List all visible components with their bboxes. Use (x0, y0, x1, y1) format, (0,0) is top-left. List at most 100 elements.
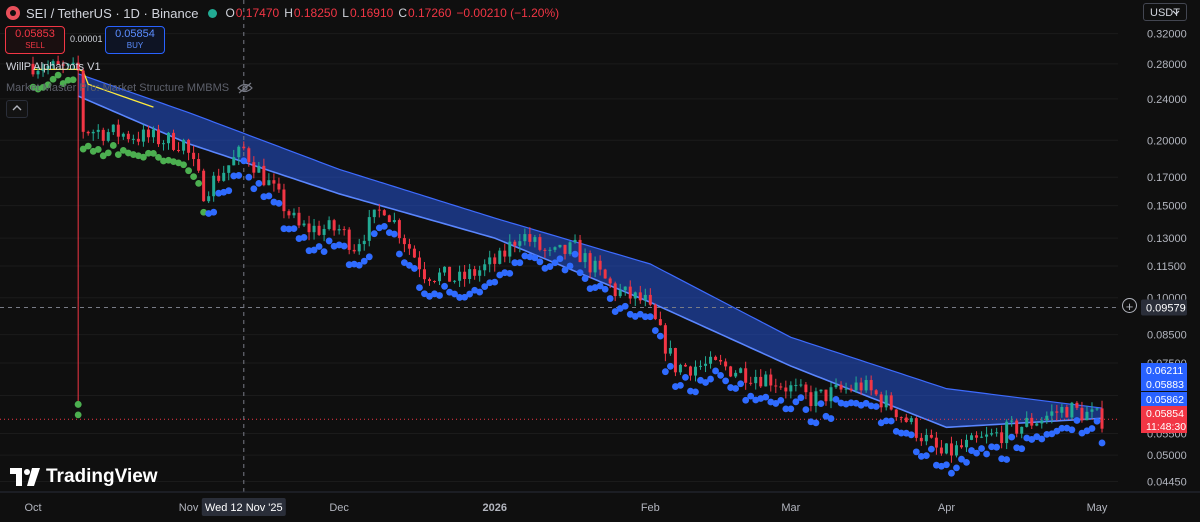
right-price-label: 0.05862 (1141, 392, 1187, 406)
blue-dot (421, 290, 428, 298)
time-axis: Oct Nov Dec 2026 Feb Mar Apr May Wed 12 Nov '25 (0, 491, 1200, 522)
blue-dot (948, 469, 955, 477)
candle-body (944, 443, 948, 454)
candle-body (894, 409, 898, 418)
ohlc-close: C0.17260 (398, 6, 452, 20)
candle-body (81, 70, 85, 132)
candle-body (784, 387, 788, 392)
crosshair-price-text: 0.09579 (1146, 302, 1186, 314)
candle-body (548, 249, 552, 251)
candle-body (975, 435, 979, 438)
candle-body (101, 129, 105, 141)
candle-body (513, 241, 517, 246)
blue-dot (416, 284, 423, 291)
y-tick-label: 0.24000 (1147, 94, 1187, 106)
blue-dot (907, 431, 915, 439)
crosshair-price-label: 0.09579 (1141, 299, 1187, 316)
blue-dot (1028, 436, 1036, 443)
candle-body (558, 244, 562, 248)
candle-body (488, 257, 492, 265)
candle-body (493, 257, 497, 264)
candle-body (889, 395, 893, 410)
candle-body (568, 242, 572, 254)
candle-body (724, 361, 728, 367)
candle-body (799, 384, 803, 386)
candle-body (317, 225, 321, 235)
candle-body (252, 162, 256, 173)
candle-body (970, 435, 974, 440)
blue-dot (556, 255, 564, 263)
symbol-title[interactable]: SEI / TetherUS · 1D · Binance (26, 5, 199, 21)
candle-body (583, 253, 587, 263)
blue-dot (847, 399, 855, 407)
ohlc-low: L0.16910 (342, 6, 394, 20)
blue-dot (812, 419, 820, 427)
blue-dot (787, 405, 795, 413)
candle-body (954, 445, 958, 456)
x-tick-label: May (1087, 502, 1108, 514)
right-price-label-text: 0.06211 (1146, 365, 1183, 377)
blue-dot (707, 375, 714, 383)
candle-body (538, 237, 542, 250)
candle-body (1025, 417, 1029, 427)
indicator-alphadots[interactable]: WillP AlphaDots V1 (6, 61, 101, 73)
add-alert-plus-icon[interactable]: + (1122, 298, 1137, 314)
collapse-indicators-button[interactable] (6, 100, 28, 118)
buy-button[interactable]: 0.05854 BUY (105, 26, 165, 54)
currency-select[interactable]: USDT (1143, 3, 1187, 21)
candle-body (362, 240, 366, 245)
blue-dot (722, 377, 730, 385)
blue-dot (1088, 425, 1096, 432)
indicator-mmbms[interactable]: Market Master Pro: Market Structure MMBM… (6, 82, 253, 94)
green-dot (180, 161, 187, 169)
green-dot (190, 173, 198, 181)
blue-dot (436, 292, 443, 299)
blue-dot (777, 396, 785, 404)
blue-dot (461, 293, 469, 301)
x-tick-label: Feb (641, 502, 660, 514)
candle-body (36, 70, 40, 75)
sell-price: 0.05853 (15, 28, 55, 40)
candle-body (332, 220, 336, 231)
blue-dot (345, 261, 353, 269)
candle-body (744, 368, 748, 383)
candle-body (633, 292, 637, 299)
blue-dot (983, 450, 990, 458)
candle-body (1020, 426, 1024, 434)
green-dot (94, 146, 102, 153)
blue-dot (225, 187, 233, 195)
blue-dot (355, 261, 363, 269)
blue-dot (656, 332, 664, 340)
y-tick-label: 0.28000 (1147, 59, 1187, 71)
green-dot (59, 80, 67, 87)
candle-body (658, 319, 662, 326)
candle-body (523, 234, 527, 242)
hidden-eye-icon[interactable] (237, 82, 253, 94)
blue-dot (491, 278, 499, 286)
candle-body (392, 220, 396, 223)
candle-body (217, 175, 221, 181)
candle-body (985, 434, 989, 437)
blue-dot (953, 464, 960, 472)
blue-dot (486, 279, 494, 287)
sell-button[interactable]: 0.05853 SELL (5, 26, 65, 54)
candle-body (909, 418, 913, 422)
candle-body (683, 364, 687, 367)
candle-body (448, 266, 452, 282)
candle-body (177, 149, 181, 151)
candle-body (136, 138, 140, 142)
candle-body (704, 363, 708, 366)
blue-dot (1068, 426, 1076, 434)
candle-body (458, 271, 462, 281)
sei-coin-icon (6, 6, 20, 20)
blue-dot (802, 406, 810, 414)
candle-body (618, 290, 622, 297)
candle-body (262, 165, 266, 186)
blue-dot (466, 290, 474, 298)
blue-dot (481, 283, 489, 290)
blue-dot (566, 262, 574, 270)
blue-dot (817, 400, 825, 407)
blue-dot (365, 253, 373, 261)
candle-body (613, 283, 617, 297)
